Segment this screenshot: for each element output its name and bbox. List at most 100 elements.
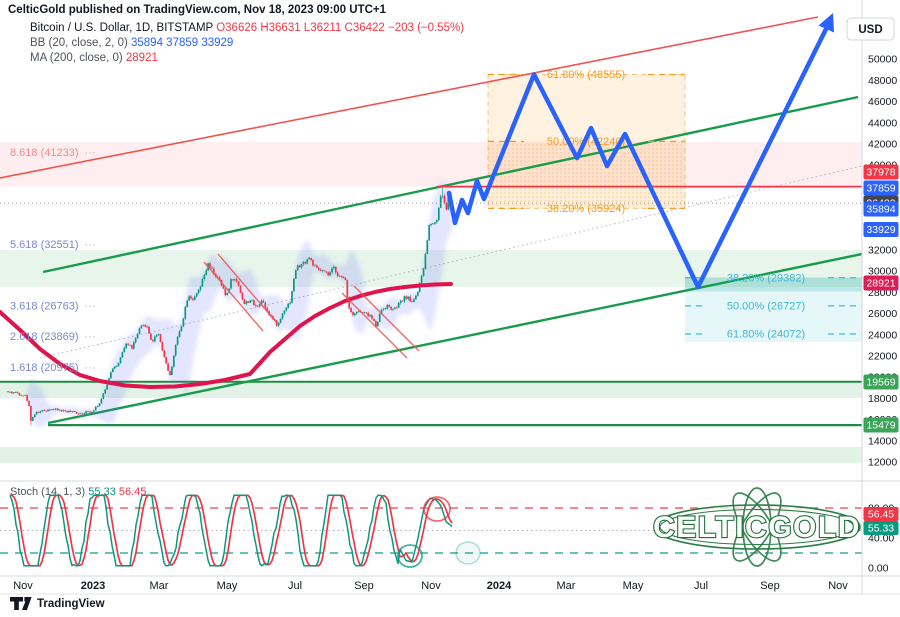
stoch-chip-bg	[863, 521, 899, 535]
annotation-circle-green-faint[interactable]	[455, 541, 481, 565]
fib-extension-label-2[interactable]: 3.618 (26763) ···	[10, 301, 96, 313]
currency-button[interactable]: USD	[846, 17, 895, 41]
stoch-pane: CELTICGOLD	[0, 487, 862, 568]
price-tick-label[interactable]: 44000	[868, 117, 897, 129]
price-label-chip: 35894	[863, 201, 899, 217]
bear-flag-line-2[interactable]	[341, 292, 408, 359]
ma-label[interactable]: MA (200, close, 0)	[30, 52, 123, 64]
price-tick-label[interactable]: 48000	[868, 75, 897, 87]
time-tick-label[interactable]: Nov	[828, 580, 848, 592]
time-tick-label[interactable]: May	[217, 580, 238, 592]
annotation-circle-red[interactable]	[423, 496, 451, 522]
fib-upper-level-0-label: 61.80% (48555)	[547, 69, 625, 81]
stoch-tick-label[interactable]: 40.00	[868, 533, 894, 545]
time-tick-label[interactable]: Mar	[150, 580, 169, 592]
time-tick-label[interactable]: Mar	[557, 580, 576, 592]
time-tick-label[interactable]: Nov	[421, 580, 441, 592]
tradingview-logo-icon	[10, 597, 32, 610]
fib-lower-level-0-label: 38.20% (29382)	[727, 272, 805, 284]
price-tick-label[interactable]: 42000	[868, 139, 897, 151]
fib-extension-label-4[interactable]: 1.618 (20975) ···	[10, 362, 96, 374]
support-zone-19569	[0, 382, 862, 398]
bear-flag-line-0[interactable]	[203, 261, 264, 332]
currency-button-label: USD	[858, 24, 882, 36]
price-scale[interactable]: USD5000048000460004400042000400003800036…	[0, 0, 900, 595]
price-tick-label[interactable]: 50000	[868, 54, 897, 66]
currency-button-box[interactable]	[846, 17, 895, 41]
legend-ma-row[interactable]: MA (200, close, 0) 28921	[30, 51, 464, 66]
price-chip-bg	[863, 275, 899, 291]
bb-label[interactable]: BB (20, close, 2, 0)	[30, 37, 128, 49]
legend-symbol-row[interactable]: Bitcoin / U.S. Dollar, 1D, BITSTAMP O366…	[30, 21, 464, 36]
stoch-tick-label[interactable]: 0.00	[868, 563, 889, 575]
stoch-label-chip: 56.45	[863, 507, 899, 521]
logo-text: CELTICGOLD	[653, 511, 861, 544]
fib-extension-label-1[interactable]: 5.618 (32551) ···	[10, 239, 96, 251]
price-chip-text: 37978	[866, 167, 895, 179]
fib-lower-level-2-label: 61.80% (24072)	[727, 329, 805, 341]
price-chip-text: 37859	[866, 183, 895, 195]
price-tick-label[interactable]: 32000	[868, 245, 897, 257]
fib-extension-label-3[interactable]: 2.618 (23869) ···	[10, 331, 96, 343]
price-tick-label[interactable]: 24000	[868, 329, 897, 341]
bear-flag-line-1[interactable]	[217, 253, 278, 324]
logo-knot-petal	[742, 487, 772, 567]
time-tick-label[interactable]: 2024	[487, 580, 512, 592]
price-tick-label[interactable]: 26000	[868, 308, 897, 320]
price-tick-label[interactable]: 14000	[868, 435, 897, 447]
price-pane: 61.80% (48555)50.00% (42240)38.20% (3592…	[0, 13, 862, 463]
price-tick-label[interactable]: 22000	[868, 351, 897, 363]
projection-arrowhead[interactable]	[818, 13, 835, 33]
attribution-text: TradingView	[37, 597, 105, 610]
trendline-green-lower[interactable]	[47, 252, 862, 425]
annotation-circle-green[interactable]	[397, 544, 423, 568]
price-tick-label[interactable]: 12000	[868, 457, 897, 469]
price-chip-text: 15479	[866, 420, 895, 432]
price-chip-bg	[863, 374, 899, 390]
bb-values: 35894 37859 33929	[131, 37, 234, 49]
stoch-legend-row[interactable]: Stoch (14, 1, 3) 55.33 56.45	[10, 486, 146, 498]
fib-upper-box-top[interactable]	[488, 74, 685, 142]
price-chip-text: 28921	[866, 278, 895, 290]
price-chip-bg	[863, 222, 899, 237]
chart-legend: Bitcoin / U.S. Dollar, 1D, BITSTAMP O366…	[30, 21, 464, 66]
publish-header: CelticGold published on TradingView.com,…	[8, 4, 387, 16]
price-label-chip: 37859	[863, 180, 899, 196]
price-tick-label[interactable]: 46000	[868, 96, 897, 108]
price-label-chip: 28921	[863, 275, 899, 291]
stoch-k-line	[9, 494, 453, 567]
fib-extension-label-0[interactable]: 8.618 (41233) ···	[10, 147, 96, 159]
price-label-chip: 33929	[863, 222, 899, 237]
ma200-line[interactable]	[0, 282, 453, 389]
time-tick-label[interactable]: Jul	[694, 580, 708, 592]
stoch-d-line	[10, 494, 453, 567]
price-tick-label[interactable]: 18000	[868, 393, 897, 405]
tradingview-attribution[interactable]: TradingView	[10, 596, 105, 611]
stoch-label[interactable]: Stoch (14, 1, 3)	[10, 486, 86, 498]
stoch-d-value: 56.45	[118, 486, 147, 498]
legend-bb-row[interactable]: BB (20, close, 2, 0) 35894 37859 33929	[30, 36, 464, 51]
time-tick-label[interactable]: Sep	[354, 580, 374, 592]
time-tick-label[interactable]: Sep	[760, 580, 780, 592]
candle-up-bodies	[7, 194, 450, 421]
price-chip-text: 33929	[866, 224, 895, 236]
trendline-red-diagonal[interactable]	[0, 16, 819, 179]
stoch-chip-text: 55.33	[868, 523, 894, 535]
ma-value: 28921	[125, 52, 158, 64]
bear-flag-line-3[interactable]	[353, 285, 420, 352]
support-zone-bottom	[0, 447, 862, 463]
resistance-zone-pink	[0, 142, 862, 187]
fib-lower-box[interactable]	[685, 277, 862, 343]
time-tick-label[interactable]: 2023	[81, 580, 105, 592]
time-tick-label[interactable]: Jul	[288, 580, 302, 592]
projection-zigzag-drawing[interactable]	[446, 22, 831, 290]
fib-upper-level-2-label: 38.20% (35924)	[547, 203, 625, 215]
price-tick-label[interactable]: 30000	[868, 266, 897, 278]
symbol-title[interactable]: Bitcoin / U.S. Dollar, 1D, BITSTAMP	[30, 22, 213, 34]
price-label-chip: 15479	[863, 417, 899, 433]
time-tick-label[interactable]: Nov	[13, 580, 33, 592]
fib-upper-box-hatch	[488, 141, 685, 209]
time-tick-label[interactable]: May	[623, 580, 644, 592]
